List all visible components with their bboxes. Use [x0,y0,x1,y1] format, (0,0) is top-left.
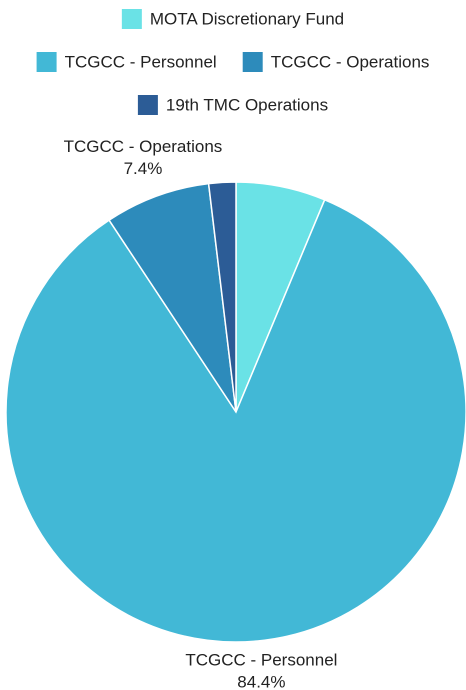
slice-label-tcgcc-operations: TCGCC - Operations [64,137,223,156]
pie-slice-19th-tmc-operations[interactable] [207,181,237,413]
legend-swatch-tcgcc-operations [242,52,263,72]
pie-slices [5,181,466,643]
legend-item-tcgcc-personnel[interactable]: TCGCC - Personnel [36,52,217,72]
legend-swatch-19th-tmc-operations [137,95,158,115]
slice-label-tcgcc-personnel: TCGCC - Personnel [185,650,337,669]
legend-item-tcgcc-operations[interactable]: TCGCC - Operations [242,52,430,72]
legend-swatch-tcgcc-personnel [36,52,57,72]
slice-value-tcgcc-personnel: 84.4% [237,672,285,690]
legend-label-tcgcc-operations: TCGCC - Operations [271,52,430,71]
chart-legend: MOTA Discretionary Fund TCGCC - Personnel… [36,9,430,115]
pie-slice-tcgcc-personnel[interactable] [5,198,466,643]
legend-label-tcgcc-personnel: TCGCC - Personnel [65,52,217,71]
slice-labels: TCGCC - Personnel 84.4% TCGCC - Operations… [64,137,338,690]
legend-label-19th-tmc-operations: 19th TMC Operations [166,95,328,114]
legend-item-mota-discretionary-fund[interactable]: MOTA Discretionary Fund [121,9,344,29]
pie-slice-tcgcc-operations[interactable] [108,182,237,413]
legend-swatch-mota-discretionary-fund [121,9,142,29]
slice-value-tcgcc-operations: 7.4% [124,159,163,178]
legend-item-19th-tmc-operations[interactable]: 19th TMC Operations [137,95,328,115]
legend-label-mota-discretionary-fund: MOTA Discretionary Fund [150,9,344,28]
